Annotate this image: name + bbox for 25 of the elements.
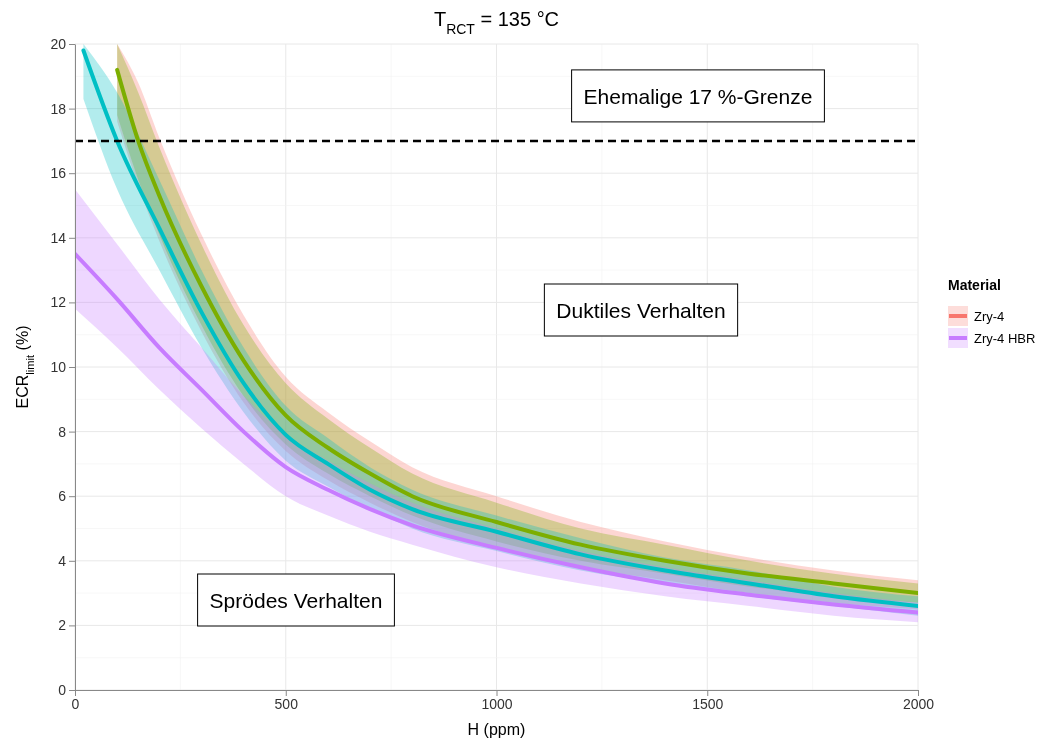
annotation: Duktiles Verhalten bbox=[556, 298, 726, 322]
y-tick-label: 12 bbox=[50, 294, 67, 311]
y-tick-label: 14 bbox=[50, 229, 67, 246]
y-tick-label: 16 bbox=[50, 165, 67, 182]
x-tick-label: 500 bbox=[274, 695, 299, 712]
x-tick-label: 2000 bbox=[902, 695, 935, 712]
x-tick-label: 1000 bbox=[481, 695, 513, 712]
y-tick-label: 18 bbox=[50, 100, 67, 117]
chart-title: T$_{RCT}$ = 135 °C bbox=[433, 8, 560, 37]
x-tick-label: 1500 bbox=[692, 695, 724, 712]
y-tick-label: 6 bbox=[58, 488, 67, 505]
annotation: Sprödes Verhalten bbox=[209, 588, 383, 612]
y-tick-label: 8 bbox=[58, 423, 67, 440]
y-tick-label: 10 bbox=[50, 358, 67, 375]
x-axis-title: H (ppm) bbox=[467, 721, 526, 738]
legend-label: Zry-4 bbox=[974, 309, 1005, 324]
y-tick-label: 0 bbox=[58, 681, 67, 698]
ref-line-label: Ehemalige 17 %-Grenze bbox=[583, 84, 813, 108]
legend-title: Material bbox=[948, 277, 1001, 293]
y-tick-label: 4 bbox=[58, 552, 67, 569]
legend-label: Zry-4 HBR bbox=[974, 331, 1036, 346]
x-tick-label: 0 bbox=[71, 695, 80, 712]
line-series bbox=[75, 251, 918, 615]
y-tick-label: 2 bbox=[58, 617, 67, 634]
y-tick-label: 20 bbox=[50, 35, 67, 52]
